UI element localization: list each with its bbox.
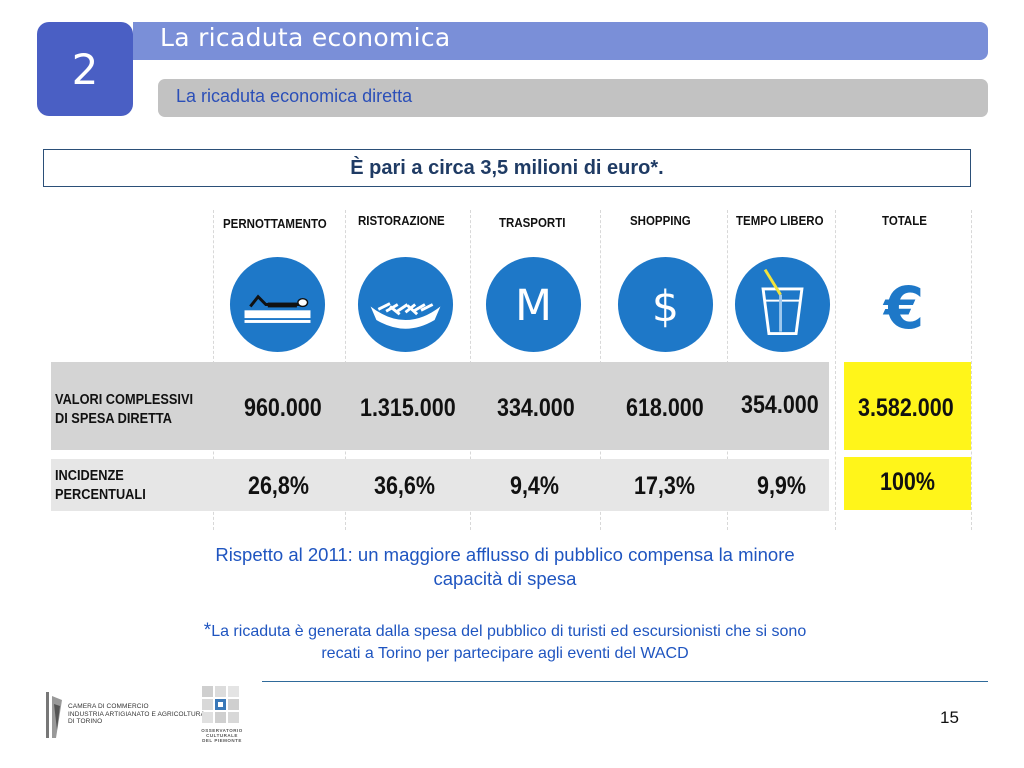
logo-text-line: OSSERVATORIO (201, 728, 243, 733)
table-cell-total: 3.582.000 (858, 394, 954, 422)
column-header-totale: TOTALE (882, 214, 927, 228)
table-cell-total: 100% (880, 468, 935, 496)
osservatorio-logo (202, 686, 239, 723)
column-header-pernottamento: PERNOTTAMENTO (223, 217, 327, 231)
column-separator (971, 210, 972, 530)
section-number-badge: 2 (37, 22, 133, 116)
table-cell: 9,9% (757, 472, 807, 500)
comparison-note: Rispetto al 2011: un maggiore afflusso d… (110, 543, 900, 591)
logo-text-line: INDUSTRIA ARTIGIANATO E AGRICOLTURA (68, 710, 206, 718)
logo-text-line: CULTURALE (206, 733, 238, 739)
row-label-line: VALORI COMPLESSIVI (55, 392, 194, 408)
page-subtitle: La ricaduta economica diretta (176, 86, 413, 106)
row-label-valori: VALORI COMPLESSIVI DI SPESA DIRETTA (55, 391, 193, 429)
column-header-ristorazione: RISTORAZIONE (358, 214, 445, 228)
table-cell: 334.000 (497, 394, 575, 422)
table-cell: 17,3% (634, 472, 695, 500)
bed-icon (229, 256, 326, 353)
column-header-shopping: SHOPPING (630, 214, 691, 228)
chamber-of-commerce-logo (46, 692, 62, 738)
logo-text-line: CAMERA DI COMMERCIO (68, 703, 149, 710)
table-cell: 960.000 (244, 394, 322, 422)
row-label-incidenze: INCIDENZE PERCENTUALI (55, 467, 146, 505)
metro-icon: M (485, 256, 582, 353)
logo-text-line: DI TORINO (68, 718, 103, 725)
subtitle-bar (158, 79, 988, 117)
table-cell: 26,8% (248, 472, 309, 500)
page-number: 15 (940, 708, 959, 727)
table-cell: 618.000 (626, 394, 704, 422)
row-label-line: DI SPESA DIRETTA (55, 411, 172, 427)
table-cell: 354.000 (741, 391, 819, 419)
note-line: capacità di spesa (433, 568, 577, 589)
osservatorio-logo-text: OSSERVATORIO CULTURALE DEL PIEMONTE (200, 728, 244, 744)
row-label-line: INCIDENZE (55, 468, 124, 484)
title-bar (133, 22, 988, 60)
svg-text:€: € (882, 274, 924, 342)
footnote-text: La ricaduta è generata dalla spesa del p… (211, 623, 807, 640)
chamber-of-commerce-logo-text: CAMERA DI COMMERCIO INDUSTRIA ARTIGIANAT… (68, 703, 205, 726)
row-percent-background (51, 459, 829, 511)
table-cell: 9,4% (510, 472, 560, 500)
table-cell: 1.315.000 (360, 394, 456, 422)
column-header-tempo-libero: TEMPO LIBERO (736, 214, 824, 228)
footnote: *La ricaduta è generata dalla spesa del … (110, 620, 900, 665)
svg-text:$: $ (652, 282, 679, 332)
food-bowl-icon (357, 256, 454, 353)
dollar-icon: $ (617, 256, 714, 353)
svg-text:M: M (515, 281, 552, 331)
row-values-background (51, 362, 829, 450)
footnote-line: recati a Torino per partecipare agli eve… (321, 645, 689, 662)
row-label-line: PERCENTUALI (55, 487, 146, 503)
headline-box: È pari a circa 3,5 milioni di euro*. (43, 149, 971, 187)
note-line: Rispetto al 2011: un maggiore afflusso d… (215, 544, 795, 565)
page-title: La ricaduta economica (160, 23, 451, 52)
footnote-mark: * (203, 620, 212, 641)
drink-glass-icon (734, 256, 831, 353)
column-header-trasporti: TRASPORTI (499, 216, 566, 230)
column-separator (835, 210, 836, 530)
euro-icon: € (882, 274, 924, 342)
total-value-highlight (844, 362, 971, 450)
footer-divider (262, 681, 988, 682)
total-percent-highlight (844, 457, 971, 510)
logo-text-line: DEL PIEMONTE (202, 738, 242, 744)
table-cell: 36,6% (374, 472, 435, 500)
footnote-line: *La ricaduta è generata dalla spesa del … (110, 620, 900, 643)
